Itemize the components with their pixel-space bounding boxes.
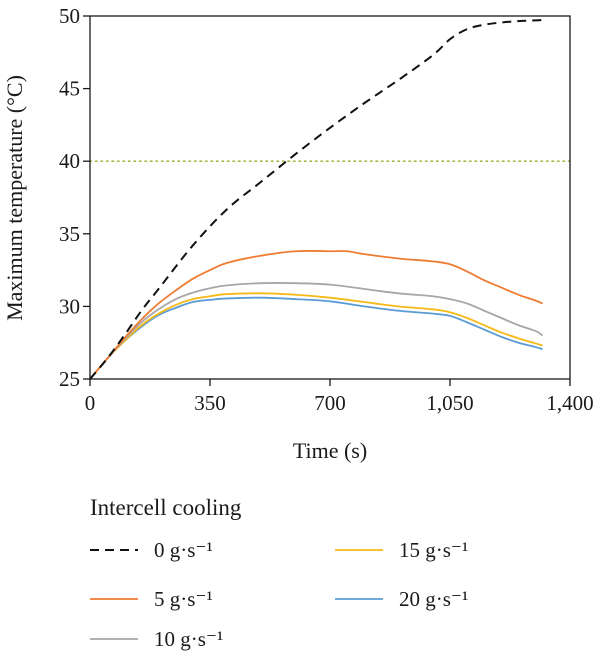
series-line-1 — [89, 250, 543, 380]
series-line-3 — [89, 292, 543, 380]
legend-label-4: 20 g·s⁻¹ — [399, 587, 468, 611]
x-tick-label-4: 1,400 — [546, 391, 593, 415]
plot-frame — [89, 15, 571, 380]
y-tick-label-1: 30 — [59, 294, 80, 318]
x-tick-label-1: 350 — [194, 391, 226, 415]
legend-label-0: 0 g·s⁻¹ — [154, 538, 213, 562]
y-axis-title: Maximum temperature (°C) — [2, 75, 27, 321]
x-tick-label-3: 1,050 — [426, 391, 473, 415]
legend-title: Intercell cooling — [90, 495, 242, 520]
y-tick-label-0: 25 — [59, 367, 80, 391]
legend-label-1: 5 g·s⁻¹ — [154, 587, 213, 611]
series-line-2 — [89, 282, 544, 380]
series-layer — [89, 19, 544, 380]
legend: 0 g·s⁻¹ 5 g·s⁻¹ 10 g·s⁻¹ 15 g·s⁻¹ 20 g·s⁻¹ — [90, 538, 468, 651]
legend-label-2: 10 g·s⁻¹ — [154, 627, 223, 651]
y-tick-label-4: 45 — [59, 77, 80, 101]
y-tick-label-2: 35 — [59, 222, 80, 246]
x-tick-label-2: 700 — [314, 391, 346, 415]
legend-label-3: 15 g·s⁻¹ — [399, 538, 468, 562]
y-tick-label-5: 50 — [59, 4, 80, 28]
x-tick-label-0: 0 — [85, 391, 96, 415]
series-line-4 — [89, 296, 543, 380]
y-tick-label-3: 40 — [59, 149, 80, 173]
x-axis-title: Time (s) — [293, 438, 367, 463]
axes-layer: 25 30 35 40 45 50 0 350 700 1,050 1,400 — [59, 4, 594, 415]
